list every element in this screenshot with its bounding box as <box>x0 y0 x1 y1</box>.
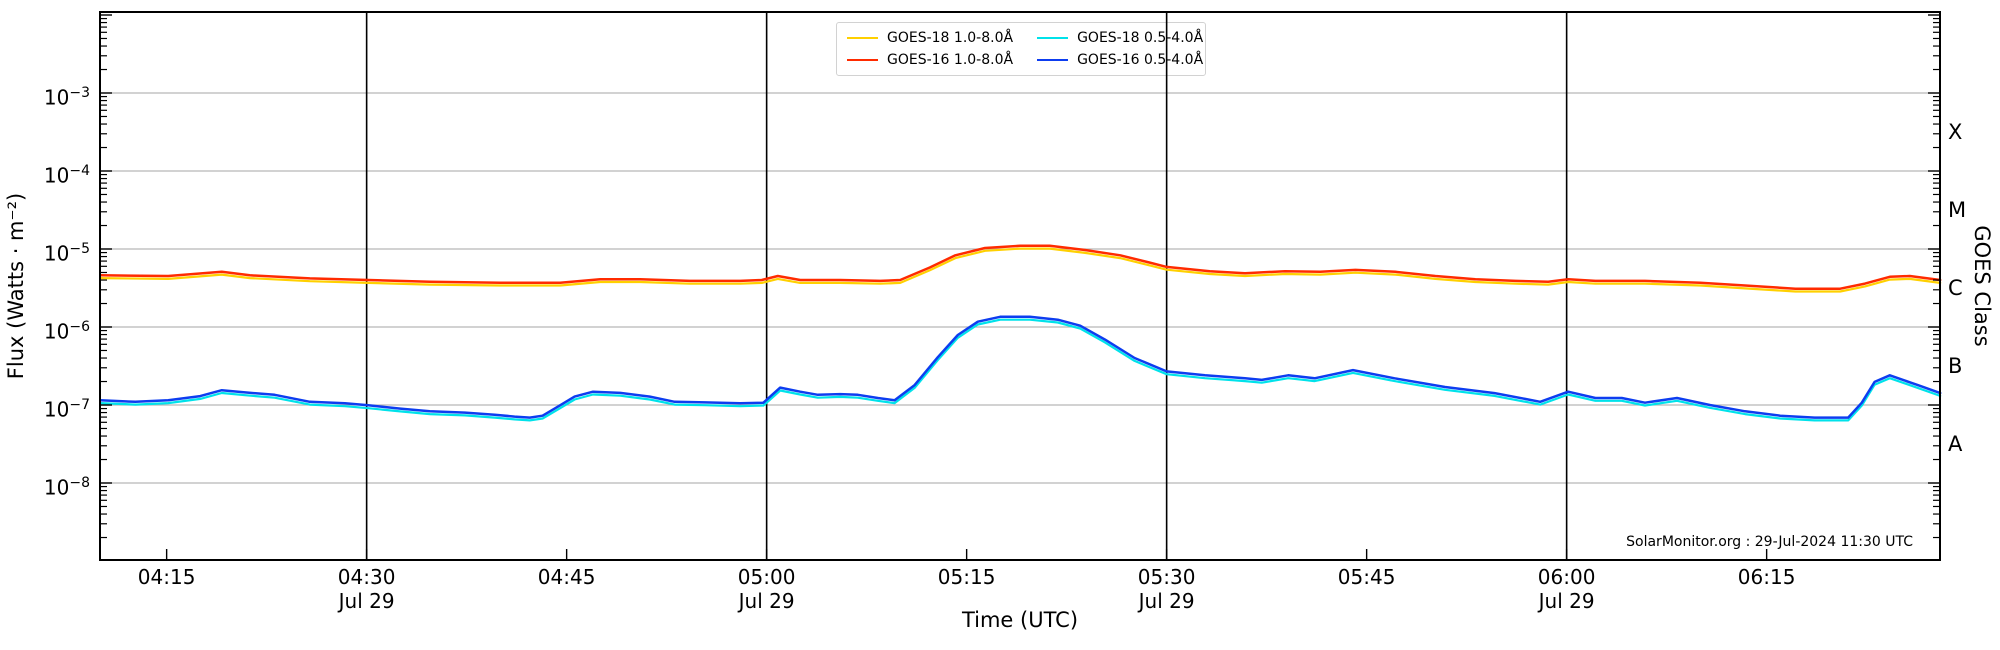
goes-class-tick-label: X <box>1948 119 1963 144</box>
x-tick-label: 04:30 <box>337 565 396 589</box>
goes-class-tick-label: A <box>1948 431 1963 456</box>
y-tick-label: 10−5 <box>43 241 90 266</box>
y-tick-label: 10−6 <box>43 319 90 344</box>
x-tick-label: 04:45 <box>537 565 596 589</box>
y-axis-label-right: GOES Class <box>1970 225 1994 347</box>
y-tick-label: 10−4 <box>43 163 90 188</box>
y-tick-label: 10−7 <box>43 397 90 422</box>
y-tick-label: 10−3 <box>43 85 90 110</box>
x-axis-label: Time (UTC) <box>961 608 1079 632</box>
x-tick-label: 05:45 <box>1337 565 1396 589</box>
x-tick-label: 06:00 <box>1537 565 1596 589</box>
x-tick-sublabel: Jul 29 <box>738 589 795 613</box>
x-tick-sublabel: Jul 29 <box>1138 589 1195 613</box>
x-tick-label: 05:00 <box>737 565 796 589</box>
x-tick-label: 05:30 <box>1137 565 1196 589</box>
goes-class-tick-label: M <box>1948 197 1967 222</box>
x-tick-label: 04:15 <box>137 565 196 589</box>
source-note: SolarMonitor.org : 29-Jul-2024 11:30 UTC <box>1626 534 1913 550</box>
x-tick-label: 06:15 <box>1737 565 1796 589</box>
y-tick-label: 10−8 <box>43 475 90 500</box>
x-tick-sublabel: Jul 29 <box>338 589 395 613</box>
goes-class-tick-label: C <box>1948 275 1963 300</box>
x-tick-label: 05:15 <box>937 565 996 589</box>
y-axis-label-left: Flux (Watts · m⁻²) <box>4 192 28 380</box>
goes-class-tick-label: B <box>1948 353 1963 378</box>
x-tick-sublabel: Jul 29 <box>1538 589 1595 613</box>
